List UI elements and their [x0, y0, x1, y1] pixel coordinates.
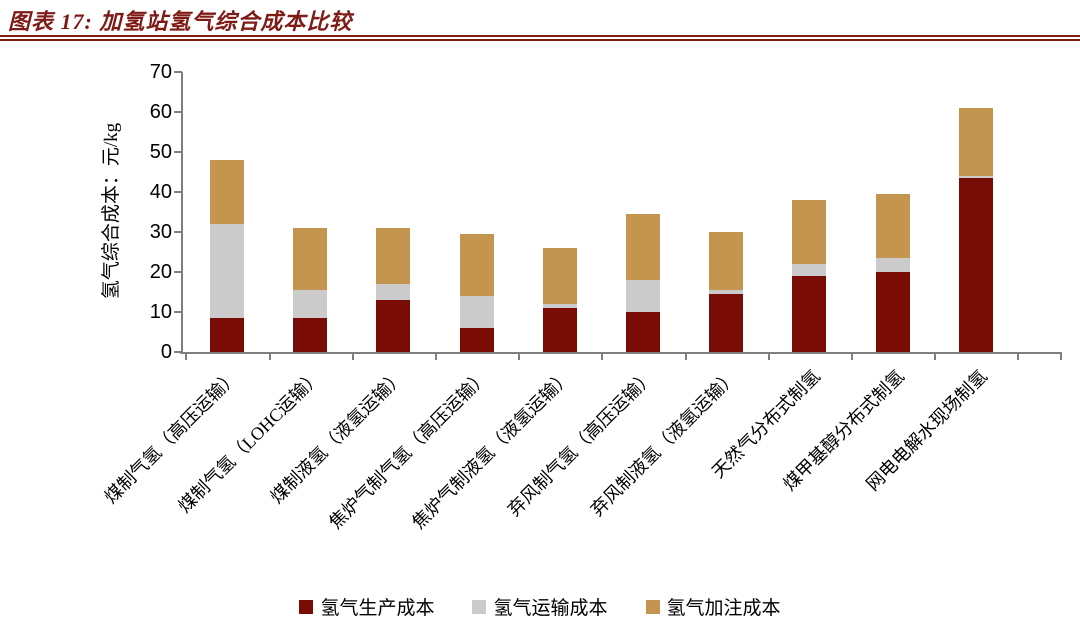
y-tick-label: 60 [149, 101, 172, 123]
y-tick-label: 70 [149, 61, 172, 83]
y-axis-line [181, 72, 183, 354]
x-tick-mark [1017, 352, 1020, 360]
y-tick-mark [174, 271, 182, 273]
bar-segment [792, 264, 827, 276]
legend-label: 氢气运输成本 [493, 598, 608, 619]
bar-segment [293, 228, 328, 290]
legend-label: 氢气生产成本 [320, 598, 435, 619]
x-tick-mark [601, 352, 604, 360]
x-tick-mark [351, 352, 354, 360]
y-tick-label: 50 [149, 141, 172, 163]
y-tick-mark [174, 71, 182, 73]
x-tick-mark [435, 352, 437, 360]
legend-item: 氢气运输成本 [472, 593, 608, 620]
y-tick-label: 0 [160, 341, 172, 363]
bar-segment [709, 294, 744, 352]
bar-segment [542, 308, 577, 352]
legend-swatch [472, 599, 487, 614]
chart-legend: 氢气生产成本 氢气运输成本 氢气加注成本 [0, 593, 1080, 620]
bar-segment [792, 276, 827, 352]
y-tick-label: 40 [149, 181, 172, 203]
bar-segment [626, 214, 660, 280]
legend-item: 氢气加注成本 [645, 593, 781, 620]
legend-label: 氢气加注成本 [666, 598, 781, 619]
x-tick-mark [934, 352, 937, 360]
legend-item: 氢气生产成本 [299, 593, 434, 620]
x-tick-mark [185, 352, 188, 360]
x-tick-mark [518, 352, 521, 360]
x-tick-mark [851, 352, 853, 360]
legend-swatch [299, 599, 314, 614]
bar-segment [376, 228, 411, 284]
y-tick-label: 30 [149, 221, 172, 243]
bar-segment [210, 318, 244, 352]
bar-segment [376, 284, 411, 300]
bar-segment [875, 272, 910, 352]
y-tick-label: 10 [149, 301, 172, 323]
bar-segment [792, 200, 827, 264]
bar-segment [958, 178, 993, 352]
bar-segment [626, 312, 660, 352]
bar-segment [875, 258, 910, 272]
x-tick-mark [767, 352, 770, 360]
figure-title: 图表 17: 加氢站氢气综合成本比较 [8, 9, 353, 34]
y-tick-label: 20 [149, 261, 172, 283]
y-tick-mark [174, 151, 182, 153]
bar-segment [875, 194, 910, 258]
y-tick-mark [174, 111, 182, 113]
bar-segment [459, 296, 494, 328]
title-divider [0, 35, 1080, 41]
y-axis-label: 氢气综合成本：元/kg [101, 122, 122, 300]
y-tick-mark [174, 351, 182, 353]
bar-segment [958, 176, 993, 178]
bar-segment [542, 248, 577, 304]
x-tick-mark [268, 352, 271, 360]
bar-segment [626, 280, 660, 312]
bar-segment [709, 290, 744, 294]
x-tick-mark [684, 352, 687, 360]
legend-swatch [645, 599, 660, 614]
y-tick-mark [174, 311, 182, 313]
bar-segment [459, 234, 494, 296]
bar-segment [210, 224, 244, 318]
bar-segment [459, 328, 494, 352]
y-tick-mark [174, 191, 182, 193]
bar-segment [293, 290, 328, 318]
bar-segment [293, 318, 328, 352]
bar-segment [210, 160, 244, 224]
x-tick-mark [1060, 352, 1062, 360]
y-tick-mark [174, 231, 182, 233]
bar-segment [709, 232, 744, 290]
bar-segment [376, 300, 411, 352]
bar-segment [958, 108, 993, 176]
x-axis-line [180, 352, 1062, 354]
bar-segment [542, 304, 577, 308]
